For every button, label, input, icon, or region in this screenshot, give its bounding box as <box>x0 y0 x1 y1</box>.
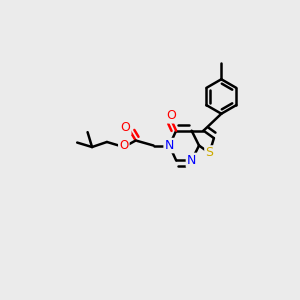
Text: S: S <box>206 146 213 160</box>
Text: O: O <box>167 109 176 122</box>
Text: N: N <box>187 154 196 167</box>
Text: N: N <box>165 139 174 152</box>
Text: O: O <box>120 121 130 134</box>
Text: O: O <box>119 139 128 152</box>
